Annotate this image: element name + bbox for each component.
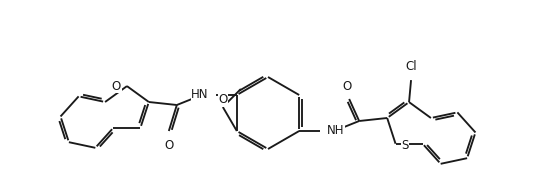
Text: O: O [112, 80, 121, 93]
Text: NH: NH [327, 125, 345, 138]
Text: O: O [164, 139, 173, 152]
Text: O: O [218, 93, 228, 106]
Text: S: S [402, 139, 409, 152]
Text: HN: HN [191, 88, 209, 101]
Text: Cl: Cl [405, 60, 417, 73]
Text: O: O [343, 80, 352, 93]
